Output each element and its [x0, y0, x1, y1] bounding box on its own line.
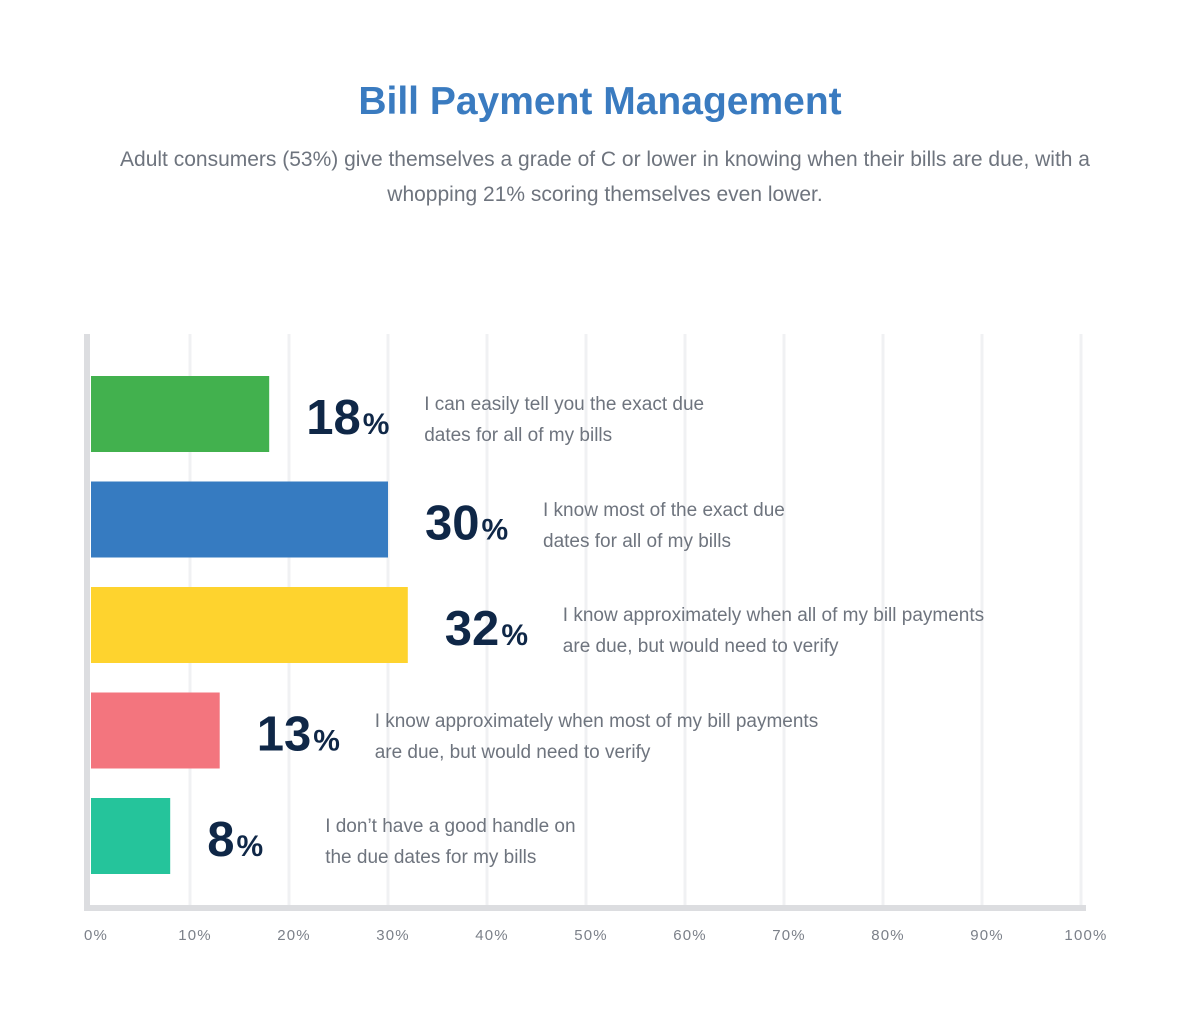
x-tick-label: 20%: [277, 927, 311, 944]
value-number: 8: [207, 813, 234, 867]
value-number: 13: [257, 708, 312, 762]
value-percent: %: [236, 830, 263, 863]
x-tick-label: 10%: [178, 927, 212, 944]
bar-description-line: dates for all of my bills: [424, 425, 613, 446]
bar-description: I can easily tell you the exact due dates…: [424, 389, 704, 451]
bar-description-line: the due dates for my bills: [325, 847, 537, 868]
value-percent: %: [501, 619, 528, 652]
x-tick-label: 40%: [475, 927, 509, 944]
bar-description-line: I don’t have a good handle on: [325, 816, 576, 837]
chart-title: Bill Payment Management: [358, 80, 842, 123]
x-tick-label: 60%: [673, 927, 707, 944]
bars: [91, 376, 408, 874]
tick-labels: 0% 10% 20% 30% 40% 50% 60% 70% 80% 90% 100%: [84, 927, 1107, 944]
value-label: 32%: [445, 602, 528, 656]
bar-description-line: I know approximately when most of my bil…: [374, 710, 819, 732]
x-tick-label: 80%: [871, 927, 905, 944]
bar-description: I know approximately when most of my bil…: [375, 706, 819, 768]
x-tick-label: 0%: [84, 927, 108, 944]
axes: [84, 334, 1086, 911]
value-percent: %: [482, 514, 509, 547]
value-number: 18: [306, 391, 361, 445]
value-label: 18%: [306, 391, 389, 445]
bar-description-line: are due, but would need to verify: [374, 741, 651, 763]
bar-description-line: dates for all of my bills: [543, 530, 731, 552]
x-tick-label: 70%: [772, 927, 806, 944]
x-tick-label: 50%: [574, 927, 608, 944]
value-percent: %: [363, 408, 390, 441]
bar-description-line: are due, but would need to verify: [562, 636, 839, 657]
bar: [91, 481, 388, 558]
bar: [91, 587, 408, 663]
bar: [91, 692, 220, 769]
bar: [91, 798, 171, 874]
bar-description-line: I know approximately when all of my bill…: [562, 605, 985, 626]
value-label: 13%: [257, 708, 340, 762]
bar-description: I know most of the exact due dates for al…: [543, 495, 785, 557]
bar-description: I don’t have a good handle on the due dat…: [325, 811, 575, 873]
bar-description-line: I can easily tell you the exact due: [424, 394, 705, 415]
value-labels: 18%30%32%13%8%: [207, 391, 528, 867]
value-label: 30%: [425, 497, 508, 551]
bar-description-line: I know most of the exact due: [543, 499, 785, 521]
value-label: 8%: [207, 813, 263, 867]
bar: [91, 376, 270, 452]
value-number: 30: [425, 497, 480, 551]
value-percent: %: [313, 725, 340, 758]
chart-subtitle: Adult consumers (53%) give themselves a …: [120, 148, 1090, 206]
x-tick-label: 30%: [376, 927, 410, 944]
bar-description: I know approximately when all of my bill…: [563, 600, 984, 662]
x-tick-label: 90%: [970, 927, 1004, 944]
gridlines: [188, 334, 1083, 908]
x-tick-label: 100%: [1064, 927, 1107, 944]
value-number: 32: [445, 602, 500, 656]
